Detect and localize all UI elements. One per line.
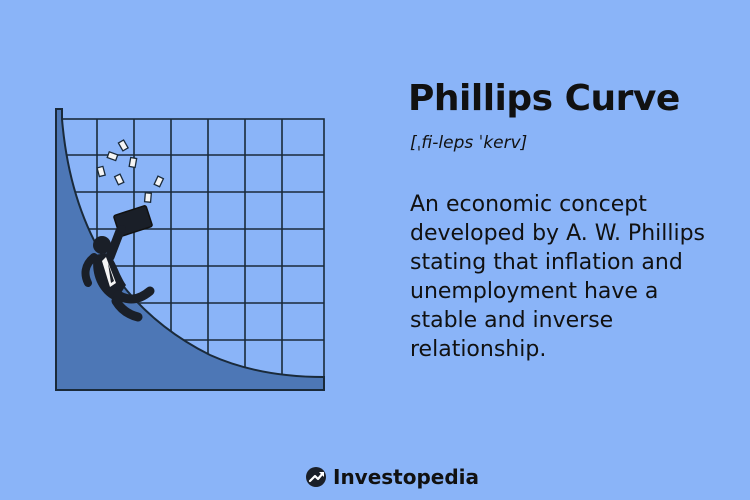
term-title: Phillips Curve bbox=[408, 78, 680, 119]
flying-papers bbox=[96, 139, 165, 203]
investopedia-logo-icon bbox=[306, 467, 326, 487]
definition-text: An economic concept developed by A. W. P… bbox=[410, 192, 706, 362]
phillips-curve-shape bbox=[55, 108, 325, 391]
brand-name: Investopedia bbox=[333, 465, 480, 489]
phillips-curve-illustration bbox=[55, 108, 325, 391]
businessman-figure bbox=[81, 205, 155, 322]
pronunciation: [ˌfi-leps ˈkerv] bbox=[410, 133, 528, 153]
investopedia-brand[interactable]: Investopedia bbox=[305, 465, 479, 489]
